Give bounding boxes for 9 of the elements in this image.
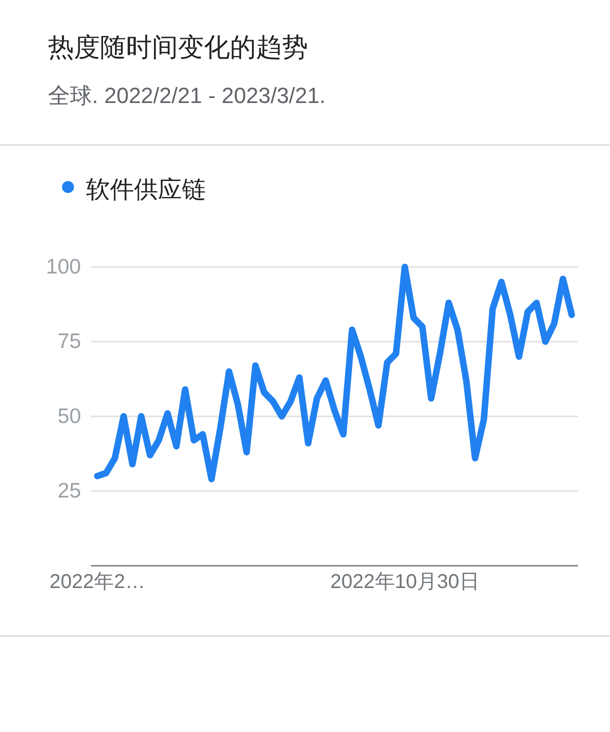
chart-subtitle: 全球. 2022/2/21 - 2023/3/21. <box>48 83 326 108</box>
x-tick-label: 2022年10月30日 <box>330 571 480 593</box>
y-tick-label: 25 <box>58 480 81 503</box>
chart-title: 热度随时间变化的趋势 <box>48 32 308 62</box>
y-tick-label: 75 <box>58 330 81 354</box>
y-tick-label: 100 <box>46 256 81 278</box>
x-tick-label: 2022年2… <box>49 571 146 593</box>
y-tick-label: 50 <box>58 404 81 428</box>
legend-label: 软件供应链 <box>86 176 206 204</box>
